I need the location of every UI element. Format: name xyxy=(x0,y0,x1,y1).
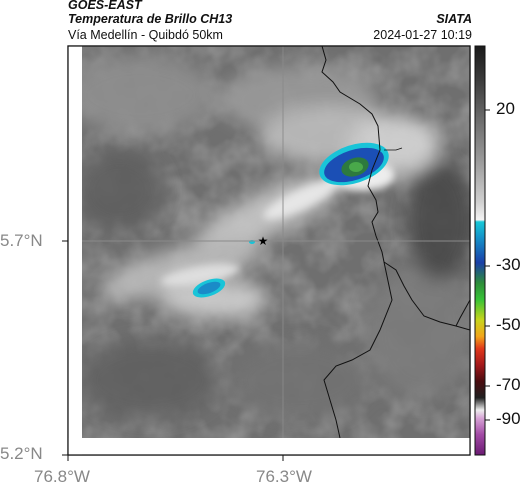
colorbar-label-minus70: -70 xyxy=(496,375,521,394)
border-line-south xyxy=(323,261,393,438)
reference-star-icon: ★ xyxy=(258,234,269,248)
convective-cell-southwest xyxy=(192,278,226,298)
lat-label-5-7: 5.7°N xyxy=(0,231,43,250)
colorbar-label-minus50: -50 xyxy=(496,315,521,334)
colorbar-label-20: 20 xyxy=(496,99,515,118)
convective-cell-northeast xyxy=(319,142,389,186)
lon-label-76-8: 76.8°W xyxy=(34,467,90,486)
satellite-title: GOES-EAST xyxy=(68,0,142,12)
region-subtitle: Vía Medellín - Quibdó 50km xyxy=(68,28,223,42)
timestamp-label: 2024-01-27 10:19 xyxy=(373,28,472,42)
border-line-east xyxy=(321,46,470,331)
colorbar xyxy=(474,45,486,456)
lat-label-5-2: 5.2°N xyxy=(0,444,43,463)
colorbar-label-minus30: -30 xyxy=(496,255,521,274)
map-image-layer: ★ xyxy=(82,46,470,438)
lon-label-76-3: 76.3°W xyxy=(256,467,312,486)
colorbar-label-minus90: -90 xyxy=(496,409,521,428)
product-title: Temperatura de Brillo CH13 xyxy=(68,12,233,26)
agency-label: SIATA xyxy=(436,12,472,26)
